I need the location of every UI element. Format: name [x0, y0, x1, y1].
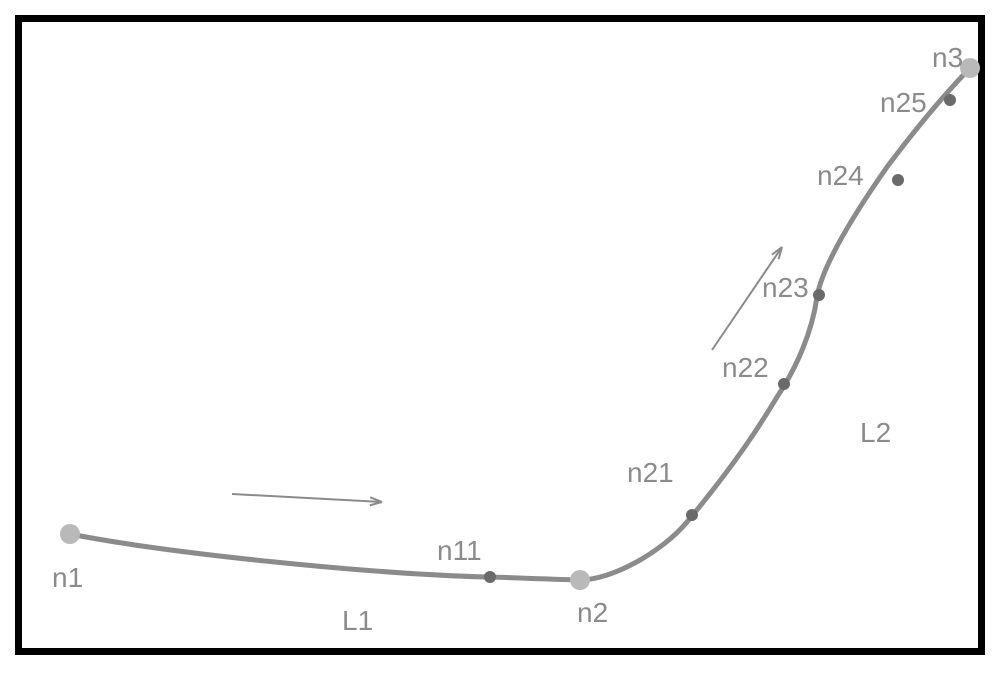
lbl-n1: n1 [52, 562, 83, 594]
arrow1 [232, 494, 382, 502]
node-n11 [484, 571, 496, 583]
node-n24 [892, 174, 904, 186]
node-n1 [60, 524, 80, 544]
diagram-frame: n1 n11 n2 L1 n21 n22 L2 n23 n24 n25n3 [15, 15, 985, 655]
lbl-L2: L2 [860, 417, 891, 449]
lbl-n25: n25 [880, 87, 927, 119]
lbl-n23: n23 [762, 272, 809, 304]
lbl-n3: n3 [932, 42, 963, 74]
lbl-n24: n24 [817, 160, 864, 192]
node-n25 [944, 94, 956, 106]
curve-path [70, 68, 970, 580]
lbl-n2: n2 [577, 597, 608, 629]
lbl-n11: n11 [437, 535, 482, 567]
diagram-svg [22, 22, 992, 662]
node-n2 [570, 570, 590, 590]
lbl-n21: n21 [627, 457, 674, 489]
lbl-n22: n22 [722, 352, 769, 384]
node-n21 [686, 509, 698, 521]
lbl-L1: L1 [342, 605, 373, 637]
node-n23 [813, 289, 825, 301]
node-n22 [778, 378, 790, 390]
